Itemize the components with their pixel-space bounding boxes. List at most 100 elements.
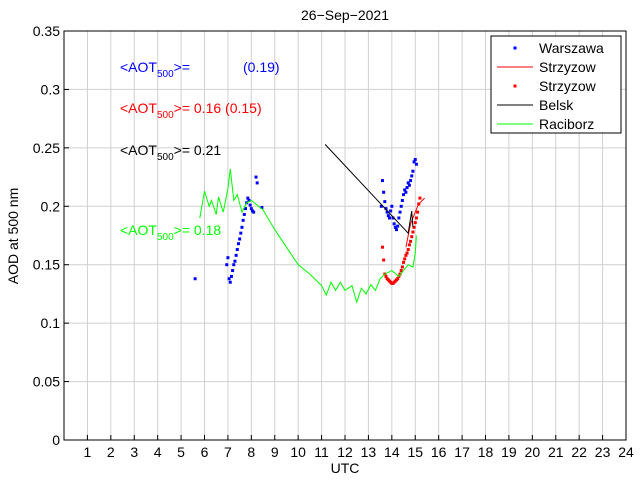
x-tick-label: 13 <box>361 444 377 460</box>
series-line <box>324 144 414 235</box>
data-point <box>229 274 233 278</box>
x-tick-label: 18 <box>478 444 494 460</box>
aot-annotation: <AOT500>= 0.18 <box>120 222 221 243</box>
data-point <box>413 221 417 225</box>
data-point <box>382 258 386 262</box>
data-point <box>414 216 418 220</box>
x-tick-label: 1 <box>84 444 92 460</box>
data-point <box>406 248 410 252</box>
data-point <box>247 198 251 202</box>
legend-item: Warszawa <box>513 40 604 56</box>
data-point <box>399 204 403 208</box>
x-tick-label: 8 <box>247 444 255 460</box>
data-point <box>389 209 393 213</box>
legend-item: Raciborz <box>497 116 594 132</box>
x-tick-label: 5 <box>177 444 185 460</box>
data-point <box>232 263 236 267</box>
y-tick-label: 0.3 <box>41 81 61 97</box>
x-tick-label: 4 <box>154 444 162 460</box>
x-tick-label: 23 <box>595 444 611 460</box>
data-point <box>379 204 383 208</box>
data-point <box>404 190 408 194</box>
x-tick-label: 21 <box>548 444 564 460</box>
data-point <box>255 181 259 185</box>
data-point <box>380 245 384 249</box>
series-strzyzow-line <box>405 197 425 248</box>
legend-label: Warszawa <box>539 40 604 56</box>
data-point <box>409 239 413 243</box>
series-layer <box>193 144 425 304</box>
data-point <box>406 181 410 185</box>
x-tick-label: 6 <box>201 444 209 460</box>
data-point <box>382 190 386 194</box>
data-point <box>193 277 197 281</box>
y-tick-label: 0.1 <box>41 315 61 331</box>
data-point <box>414 162 418 166</box>
data-point <box>407 243 411 247</box>
x-tick-label: 19 <box>501 444 517 460</box>
x-tick-label: 3 <box>130 444 138 460</box>
data-point <box>392 222 396 226</box>
data-point <box>404 253 408 257</box>
annotation-layer: <AOT500>= (0.19) <AOT500>= 0.16 (0.15) <AOT… <box>120 59 280 243</box>
data-point <box>241 218 245 222</box>
x-tick-label: 12 <box>337 444 353 460</box>
data-point <box>226 256 230 260</box>
data-point <box>380 179 384 183</box>
legend-item: Strzyzow <box>513 78 597 94</box>
x-tick-label: 16 <box>431 444 447 460</box>
data-point <box>249 207 253 211</box>
data-point <box>239 231 243 235</box>
x-tick-label: 22 <box>571 444 587 460</box>
data-point <box>418 196 422 200</box>
x-tick-label: 15 <box>407 444 423 460</box>
data-point <box>412 160 416 164</box>
y-tick-label: 0.25 <box>33 140 60 156</box>
x-tick-label: 7 <box>224 444 232 460</box>
data-point <box>243 207 247 211</box>
data-point <box>384 207 388 211</box>
legend-swatch <box>513 46 517 50</box>
data-point <box>236 242 240 246</box>
data-point <box>396 277 400 281</box>
x-tick-label: 2 <box>107 444 115 460</box>
legend: Warszawa Strzyzow Strzyzow Belsk Raciborz <box>490 35 622 134</box>
legend-box <box>490 35 622 134</box>
data-point <box>400 198 404 202</box>
aot-annotation: <AOT500>= 0.16 (0.15) <box>120 100 262 121</box>
y-tick-label: 0.2 <box>41 198 61 214</box>
x-tick-label: 14 <box>384 444 400 460</box>
legend-label: Belsk <box>539 97 574 113</box>
chart-title: 26−Sep−2021 <box>301 7 389 23</box>
data-point <box>233 259 237 263</box>
x-tick-label: 20 <box>525 444 541 460</box>
x-tick-label: 24 <box>618 444 634 460</box>
series-raciborz-line <box>199 168 417 304</box>
x-axis-title: UTC <box>331 460 360 476</box>
data-point <box>240 225 244 229</box>
x-tick-label: 17 <box>454 444 470 460</box>
legend-item: Belsk <box>497 97 574 113</box>
data-point <box>231 269 235 273</box>
x-tick-label: 9 <box>271 444 279 460</box>
data-point <box>248 203 252 207</box>
data-point <box>410 235 414 239</box>
data-point <box>410 174 414 178</box>
y-tick-label: 0.35 <box>33 23 60 39</box>
data-point <box>383 200 387 204</box>
data-point <box>238 237 242 241</box>
data-point <box>412 225 416 229</box>
data-point <box>234 253 238 257</box>
aot-annotation: <AOT500>= 0.21 <box>120 142 221 163</box>
legend-item: Strzyzow <box>497 59 597 75</box>
data-point <box>417 202 421 206</box>
data-point <box>260 205 264 209</box>
data-point <box>405 186 409 190</box>
data-point <box>400 265 404 269</box>
series-line <box>405 197 425 248</box>
data-point <box>402 260 406 264</box>
data-point <box>246 196 250 200</box>
data-point <box>235 248 239 252</box>
data-point <box>386 214 390 218</box>
